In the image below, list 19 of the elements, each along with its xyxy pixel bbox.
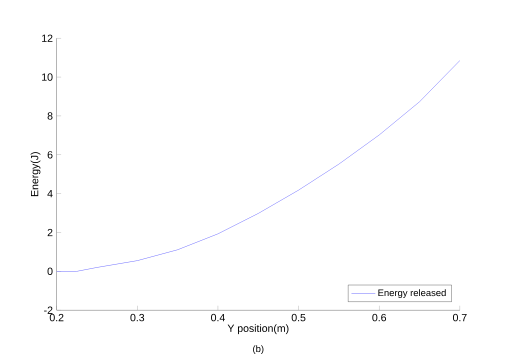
x-tick-label: 0.5 (292, 314, 306, 322)
x-tick-label: 0.2 (50, 314, 64, 322)
text: (b) (253, 344, 264, 354)
y-tick-label: 2 (48, 228, 52, 236)
x-axis-title: Y position(m) (228, 324, 288, 334)
y-tick-label: 4 (47, 190, 53, 198)
y-tick-label: 10 (42, 73, 53, 81)
y-axis-title: Energy(J) (30, 152, 40, 196)
legend-label: Energy released (378, 289, 446, 298)
y-tick-label: -2 (44, 306, 52, 314)
x-tick-label: 0.7 (452, 314, 467, 322)
x-tick-label: 0.6 (372, 314, 386, 322)
x-tick-label: 0.4 (211, 314, 225, 322)
x-tick-label: 0.3 (130, 314, 144, 322)
y-tick-label: 8 (48, 112, 53, 120)
y-tick-label: 6 (48, 150, 53, 158)
y-tick-label: 12 (42, 34, 52, 42)
line-series (56, 60, 460, 272)
y-tick-label: 0 (48, 267, 53, 275)
